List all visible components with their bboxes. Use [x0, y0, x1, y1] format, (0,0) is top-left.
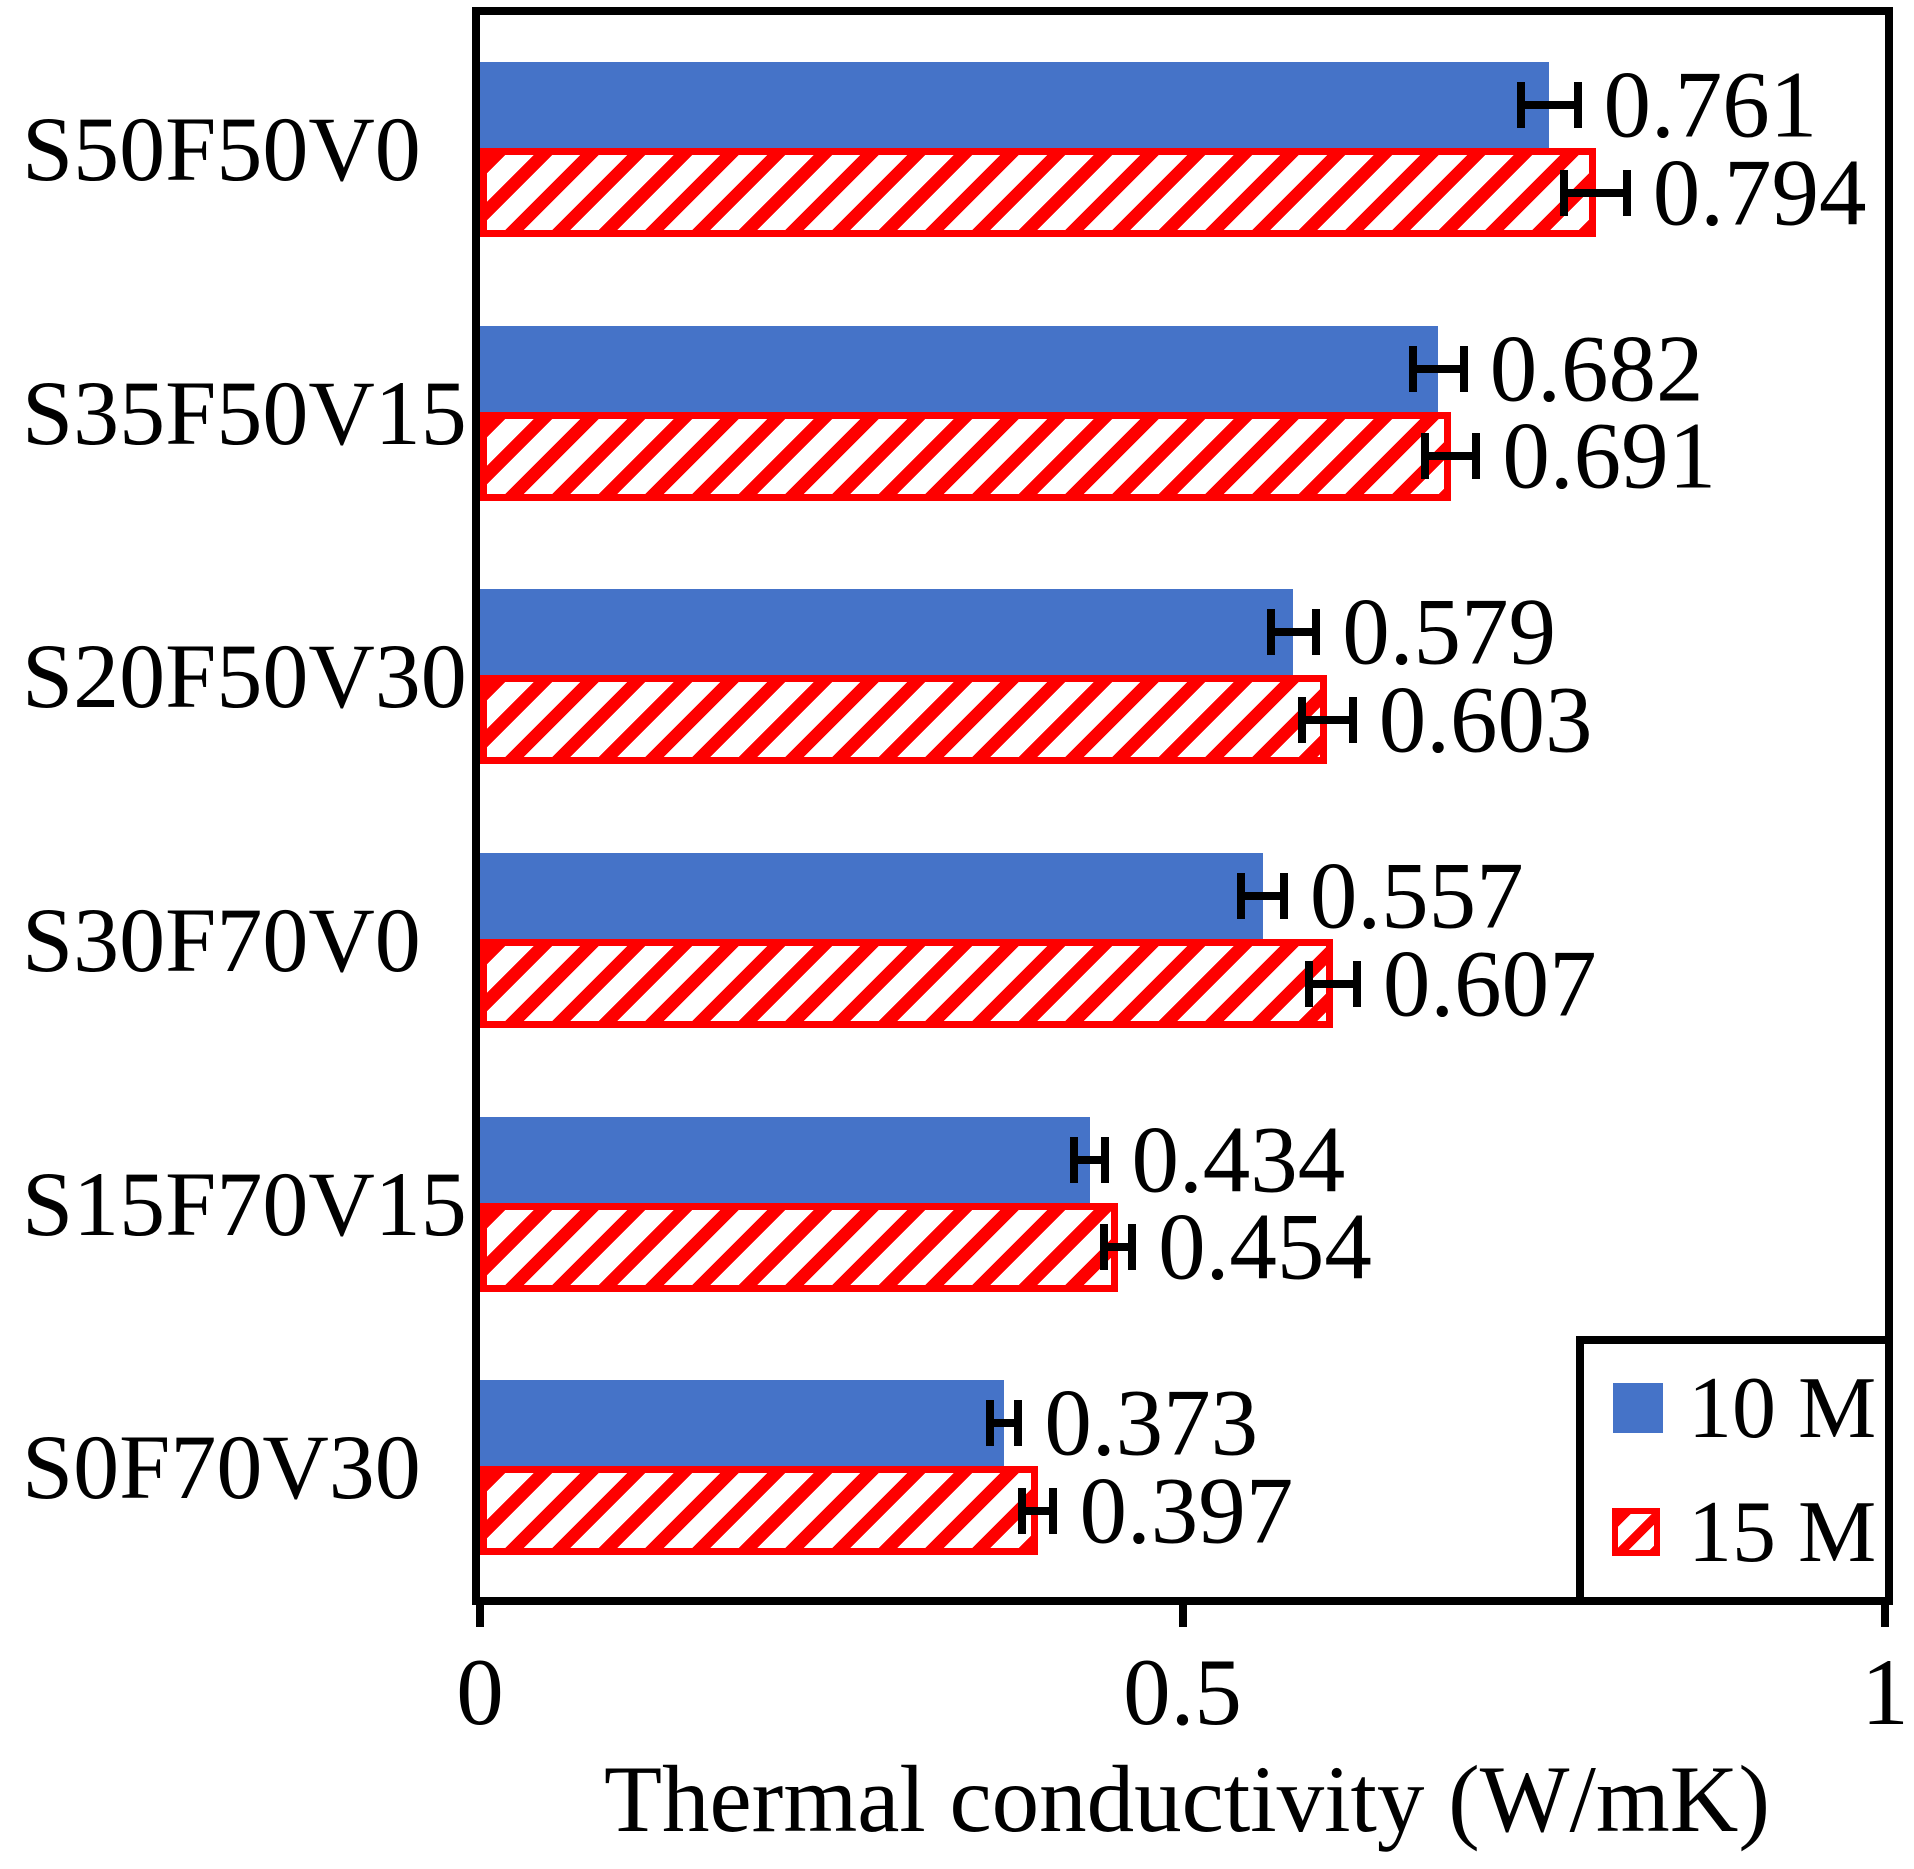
error-bar-cap	[1049, 1487, 1058, 1534]
error-bar	[1408, 364, 1468, 373]
category-label: S30F70V0	[22, 889, 421, 991]
error-bar	[1099, 1243, 1137, 1252]
x-tick-label: 0	[456, 1639, 504, 1745]
legend	[1576, 1336, 1893, 1605]
bar-10m	[480, 589, 1294, 676]
x-tick-label: 1	[1861, 1639, 1909, 1745]
legend-label-10m: 10 M	[1688, 1360, 1877, 1457]
bar-15m	[480, 148, 1596, 237]
error-bar-cap	[1070, 1136, 1079, 1183]
value-label: 0.579	[1342, 578, 1556, 685]
error-bar-cap	[1472, 433, 1481, 480]
error-bar-cap	[1560, 169, 1569, 216]
bar-15m	[480, 411, 1451, 501]
legend-swatch-15m	[1612, 1508, 1660, 1556]
bar-10m	[480, 325, 1439, 412]
value-label: 0.794	[1652, 139, 1867, 245]
error-bar-cap	[1516, 82, 1525, 128]
x-axis-tick	[476, 1597, 484, 1627]
x-tick-label: 0.5	[1123, 1639, 1242, 1745]
error-bar	[1297, 715, 1357, 724]
error-bar	[1266, 628, 1321, 637]
error-bar-cap	[1421, 433, 1430, 480]
error-bar-cap	[1266, 609, 1275, 656]
bar-15m	[480, 675, 1328, 765]
error-bar-cap	[1573, 82, 1582, 128]
error-bar-cap	[1408, 345, 1417, 392]
error-bar-cap	[1101, 1136, 1110, 1183]
error-bar-cap	[985, 1400, 994, 1447]
category-label: S35F50V15	[22, 361, 467, 464]
error-bar-cap	[1279, 873, 1288, 919]
error-bar-cap	[1014, 1400, 1023, 1447]
error-bar-cap	[1352, 960, 1361, 1007]
x-axis-tick	[1178, 1597, 1187, 1627]
error-bar	[1304, 979, 1361, 988]
error-bar	[1560, 188, 1631, 197]
x-axis-tick	[1881, 1597, 1889, 1627]
error-bar-cap	[1312, 609, 1321, 656]
x-axis-title: Thermal conductivity (W/mK)	[603, 1746, 1771, 1852]
bar-10m	[480, 853, 1263, 939]
error-bar-cap	[1459, 345, 1468, 392]
legend-swatch-10m	[1613, 1383, 1663, 1433]
error-bar	[985, 1419, 1023, 1428]
error-bar-cap	[1018, 1487, 1027, 1534]
category-label: S15F70V15	[22, 1152, 467, 1255]
error-bar	[1070, 1155, 1110, 1164]
bar-15m	[480, 939, 1333, 1028]
value-label: 0.607	[1382, 930, 1597, 1036]
error-bar	[1018, 1506, 1058, 1515]
category-label: S0F70V30	[22, 1416, 421, 1519]
error-bar-cap	[1099, 1224, 1108, 1271]
value-label: 0.373	[1044, 1369, 1259, 1476]
error-bar-cap	[1128, 1224, 1137, 1271]
bar-15m	[480, 1466, 1038, 1556]
bar-10m	[480, 1380, 1005, 1467]
category-label: S20F50V30	[22, 625, 467, 728]
bar-10m	[480, 62, 1550, 148]
value-label: 0.603	[1378, 666, 1593, 773]
error-bar-cap	[1297, 696, 1306, 743]
value-label: 0.761	[1603, 51, 1818, 158]
error-bar-cap	[1348, 696, 1357, 743]
error-bar	[1237, 892, 1288, 900]
value-label: 0.434	[1131, 1106, 1346, 1213]
bar-10m	[480, 1116, 1090, 1203]
value-label: 0.682	[1489, 315, 1704, 422]
error-bar-cap	[1622, 169, 1631, 216]
error-bar-cap	[1304, 960, 1313, 1007]
error-bar	[1421, 452, 1481, 461]
value-label: 0.454	[1158, 1193, 1372, 1300]
legend-label-15m: 15 M	[1688, 1484, 1877, 1581]
value-label: 0.397	[1079, 1457, 1294, 1564]
error-bar-cap	[1237, 873, 1246, 919]
category-label: S50F50V0	[22, 98, 421, 200]
error-bar	[1516, 101, 1582, 109]
bar-15m	[480, 1202, 1118, 1292]
value-label: 0.691	[1502, 402, 1717, 509]
value-label: 0.557	[1309, 842, 1524, 949]
plot-region: 0.761 0.794 0.682 0.691 0.579 0.603 0.557 0.607…	[480, 15, 1885, 1597]
